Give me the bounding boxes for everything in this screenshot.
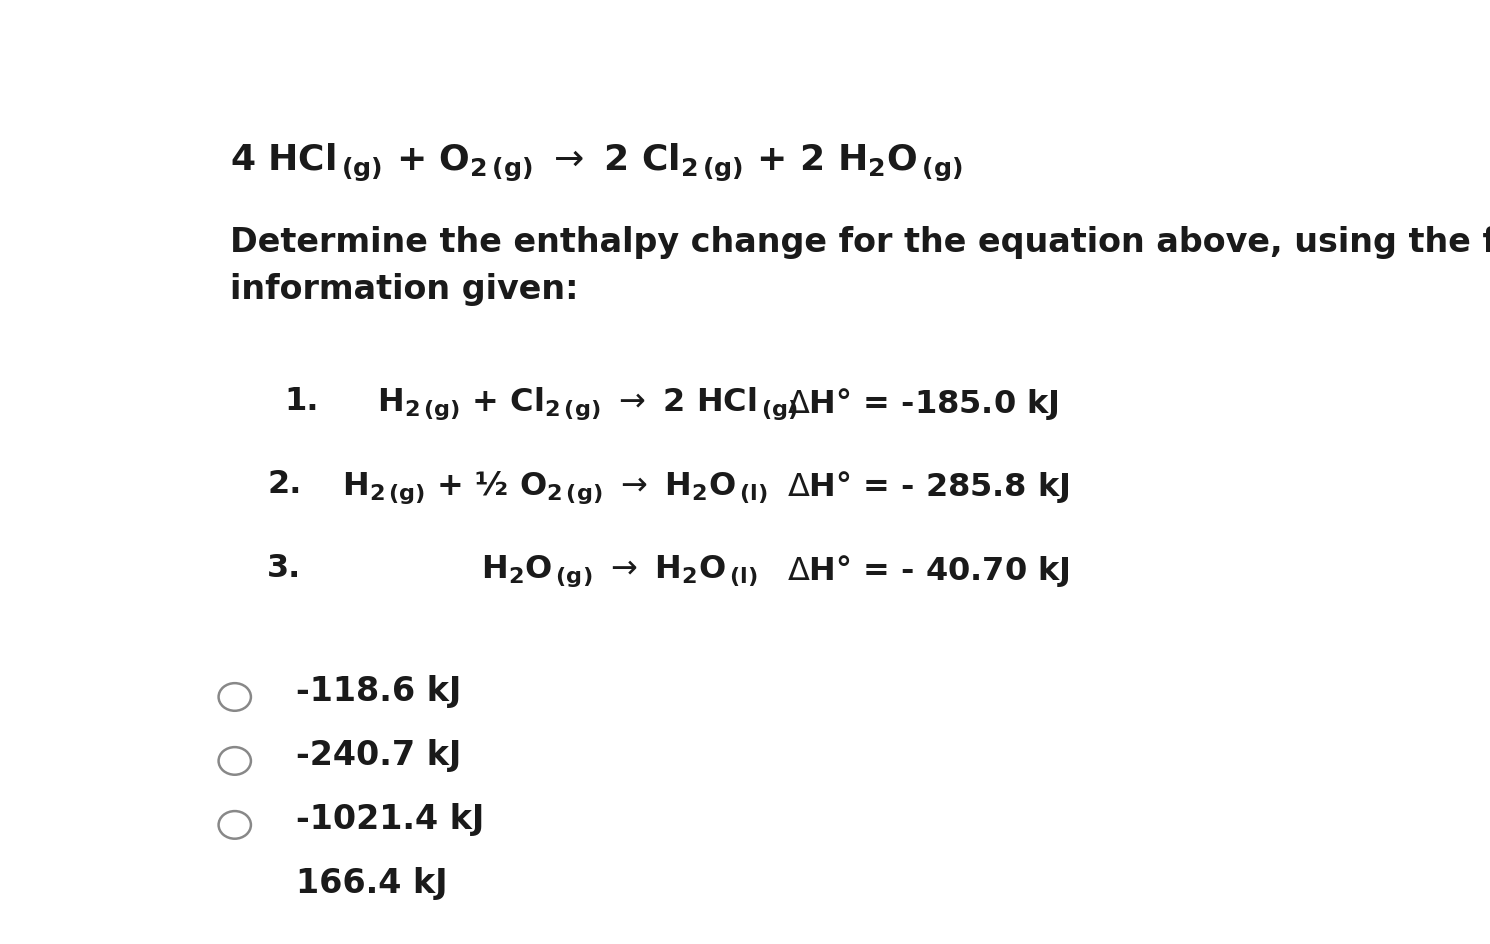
Text: $\Delta$H° = - 40.70 kJ: $\Delta$H° = - 40.70 kJ — [787, 553, 1070, 589]
Text: -118.6 kJ: -118.6 kJ — [297, 675, 462, 708]
Text: H$_{\mathregular{2\,(g)}}$ + Cl$_{\mathregular{2\,(g)}}$ $\rightarrow$ 2 HCl$_{\: H$_{\mathregular{2\,(g)}}$ + Cl$_{\mathr… — [377, 386, 797, 422]
Text: 2.: 2. — [267, 469, 301, 500]
Text: $\Delta$H° = - 285.8 kJ: $\Delta$H° = - 285.8 kJ — [787, 469, 1068, 505]
Text: 166.4 kJ: 166.4 kJ — [297, 867, 447, 900]
Text: -240.7 kJ: -240.7 kJ — [297, 738, 462, 771]
Text: 3.: 3. — [267, 553, 301, 584]
Text: H$_{\mathregular{2\,(g)}}$ + ½ O$_{\mathregular{2\,(g)}}$ $\rightarrow$ H$_{\mat: H$_{\mathregular{2\,(g)}}$ + ½ O$_{\math… — [343, 469, 767, 506]
Text: $\Delta$H° = -185.0 kJ: $\Delta$H° = -185.0 kJ — [787, 386, 1058, 422]
Text: 4 HCl$_{\mathregular{\,(g)}}$ + O$_{\mathregular{2\,(g)}}$ $\rightarrow$ 2 Cl$_{: 4 HCl$_{\mathregular{\,(g)}}$ + O$_{\mat… — [229, 143, 963, 184]
Text: Determine the enthalpy change for the equation above, using the following
inform: Determine the enthalpy change for the eq… — [229, 226, 1490, 306]
Text: 1.: 1. — [285, 386, 319, 417]
Text: H$_{\mathregular{2}}$O$_{\mathregular{\,(g)}}$ $\rightarrow$ H$_{\mathregular{2}: H$_{\mathregular{2}}$O$_{\mathregular{\,… — [481, 553, 757, 588]
Text: -1021.4 kJ: -1021.4 kJ — [297, 802, 484, 835]
